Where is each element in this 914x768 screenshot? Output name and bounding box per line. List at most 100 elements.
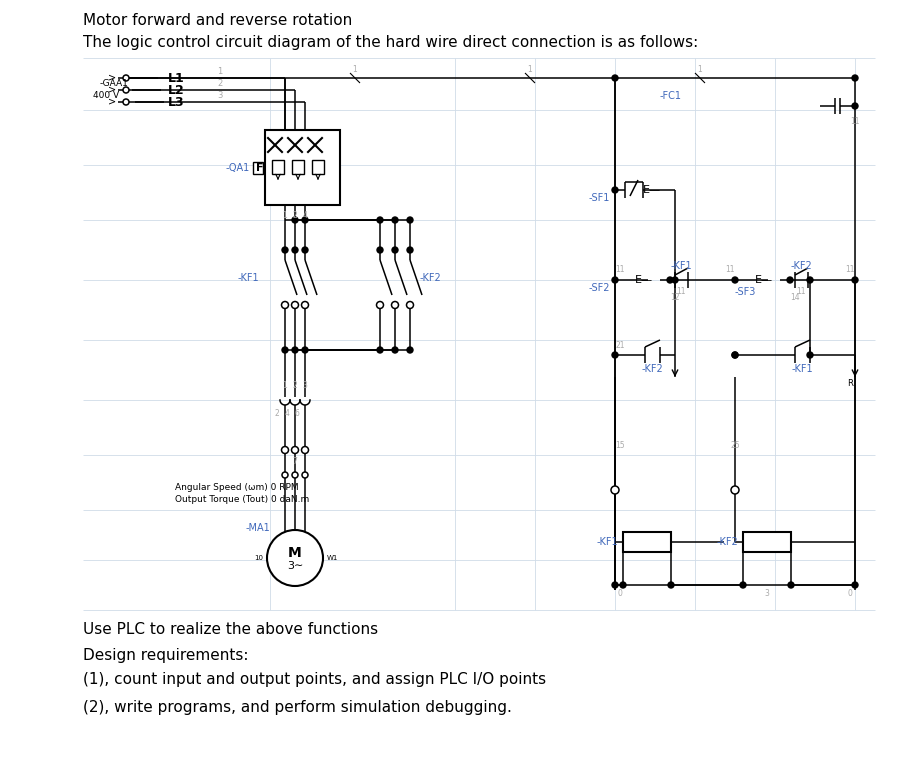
Text: 6: 6 [294,409,300,418]
Text: 1: 1 [353,65,357,74]
Text: -SF2: -SF2 [589,283,610,293]
Text: -KF2: -KF2 [790,261,812,271]
Text: 7: 7 [292,458,297,466]
Circle shape [123,75,129,81]
Text: 3: 3 [765,588,770,598]
Circle shape [740,582,746,588]
Text: 2: 2 [292,380,297,389]
Text: 1: 1 [527,65,532,74]
Circle shape [292,247,298,253]
Circle shape [377,217,383,223]
Text: Motor forward and reverse rotation: Motor forward and reverse rotation [83,13,352,28]
Circle shape [407,347,413,353]
Circle shape [302,247,308,253]
Text: R: R [847,379,853,388]
Circle shape [787,277,793,283]
Text: 1: 1 [218,67,223,75]
Circle shape [852,277,858,283]
Circle shape [282,247,288,253]
Text: 3∼: 3∼ [287,561,303,571]
Circle shape [392,247,398,253]
Text: -GAA1: -GAA1 [100,80,129,88]
Text: 2: 2 [274,409,280,418]
Bar [743,532,791,552]
Text: 4: 4 [284,409,290,418]
Text: -MA1: -MA1 [245,523,270,533]
Text: -KF2: -KF2 [717,537,738,547]
Bar [265,130,340,205]
Circle shape [407,217,413,223]
Text: 2: 2 [292,210,297,220]
Bar [292,160,304,174]
Circle shape [292,302,299,309]
Text: 0: 0 [618,588,622,598]
Text: 11: 11 [725,266,735,274]
Circle shape [282,347,288,353]
Circle shape [852,75,858,81]
Circle shape [407,247,413,253]
Text: -SF1: -SF1 [589,193,610,203]
Circle shape [788,582,794,588]
Text: -KF1: -KF1 [670,261,692,271]
Circle shape [852,582,858,588]
Text: E—: E— [755,275,773,285]
Circle shape [612,277,618,283]
Circle shape [302,217,308,223]
Text: L1: L1 [168,71,185,84]
Circle shape [302,302,309,309]
Circle shape [668,582,674,588]
Text: 14: 14 [791,293,800,303]
Circle shape [391,302,399,309]
Circle shape [292,446,299,453]
Text: The logic control circuit diagram of the hard wire direct connection is as follo: The logic control circuit diagram of the… [83,35,698,50]
Text: L3: L3 [168,95,185,108]
Text: (1), count input and output points, and assign PLC I/O points: (1), count input and output points, and … [83,672,547,687]
Text: Output Torque (Tout) 0 daN.m: Output Torque (Tout) 0 daN.m [175,495,309,505]
Text: >: > [108,85,116,95]
Circle shape [612,352,618,358]
Circle shape [282,472,288,478]
Text: 15: 15 [615,441,625,449]
Text: -KF2: -KF2 [420,273,441,283]
Text: 12: 12 [670,293,680,303]
Text: >: > [108,97,116,107]
Circle shape [292,217,298,223]
Circle shape [807,352,813,358]
Text: -KF1: -KF1 [596,537,618,547]
Text: M: M [288,546,302,560]
Text: 0: 0 [847,588,853,598]
Text: 11: 11 [850,117,860,125]
Text: 11: 11 [796,287,806,296]
Circle shape [292,347,298,353]
Text: 11: 11 [845,266,855,274]
Circle shape [377,302,384,309]
Text: -QA1: -QA1 [226,163,250,173]
Text: 3: 3 [303,380,307,389]
Circle shape [377,347,383,353]
Circle shape [392,217,398,223]
Circle shape [807,277,813,283]
Circle shape [282,302,289,309]
Circle shape [612,187,618,193]
Circle shape [302,472,308,478]
Text: >: > [108,73,116,83]
Text: 25: 25 [730,441,739,449]
Circle shape [852,103,858,109]
Circle shape [377,247,383,253]
Circle shape [407,302,413,309]
Text: Angular Speed (ωm) 0 RPM: Angular Speed (ωm) 0 RPM [175,484,299,492]
Circle shape [302,347,308,353]
Circle shape [612,582,618,588]
Text: 1: 1 [697,65,702,74]
Bar [623,532,671,552]
Text: -SF3: -SF3 [735,287,757,297]
Circle shape [611,486,619,494]
Circle shape [620,582,626,588]
Text: E—: E— [635,275,654,285]
Circle shape [302,446,309,453]
Circle shape [732,352,738,358]
Text: W1: W1 [327,555,338,561]
Text: Use PLC to realize the above functions: Use PLC to realize the above functions [83,622,378,637]
Text: 4: 4 [303,210,307,220]
Circle shape [667,277,673,283]
